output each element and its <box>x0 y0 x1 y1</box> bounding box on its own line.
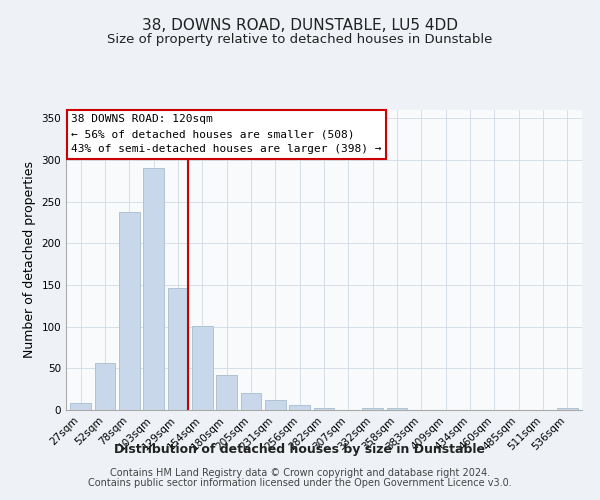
Y-axis label: Number of detached properties: Number of detached properties <box>23 162 36 358</box>
Text: 38 DOWNS ROAD: 120sqm
← 56% of detached houses are smaller (508)
43% of semi-det: 38 DOWNS ROAD: 120sqm ← 56% of detached … <box>71 114 382 154</box>
Bar <box>119 212 140 410</box>
Bar <box>192 326 212 410</box>
Text: Size of property relative to detached houses in Dunstable: Size of property relative to detached ho… <box>107 32 493 46</box>
Bar <box>362 408 383 410</box>
Text: Contains HM Land Registry data © Crown copyright and database right 2024.: Contains HM Land Registry data © Crown c… <box>110 468 490 477</box>
Bar <box>143 168 164 410</box>
Bar <box>289 405 310 410</box>
Bar <box>386 408 407 410</box>
Bar <box>241 392 262 410</box>
Bar <box>557 408 578 410</box>
Bar <box>314 408 334 410</box>
Text: 38, DOWNS ROAD, DUNSTABLE, LU5 4DD: 38, DOWNS ROAD, DUNSTABLE, LU5 4DD <box>142 18 458 32</box>
Bar <box>70 404 91 410</box>
Bar <box>216 375 237 410</box>
Text: Contains public sector information licensed under the Open Government Licence v3: Contains public sector information licen… <box>88 478 512 488</box>
Text: Distribution of detached houses by size in Dunstable: Distribution of detached houses by size … <box>115 442 485 456</box>
Bar <box>167 288 188 410</box>
Bar <box>95 362 115 410</box>
Bar <box>265 400 286 410</box>
